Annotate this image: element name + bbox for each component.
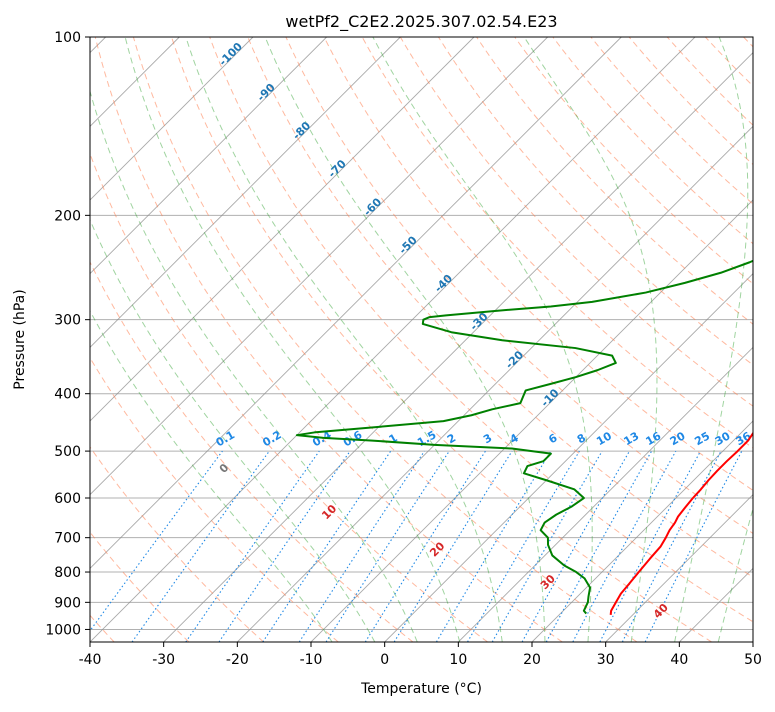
mixing-ratio-line-0 <box>90 450 223 632</box>
temperature-profile <box>609 431 753 615</box>
isotherms <box>90 37 753 642</box>
y-tick-label: 100 <box>54 30 81 46</box>
dry-adiabats <box>90 37 753 642</box>
x-tick-label: 30 <box>597 652 615 668</box>
mixing-ratio-lines <box>90 450 743 642</box>
mixing-ratio-line-8 <box>393 450 513 642</box>
dry-adiabat-60 <box>247 37 753 578</box>
y-tick-label: 200 <box>54 208 81 224</box>
x-tick-label: 50 <box>744 652 762 668</box>
dry-adiabat-50 <box>209 37 753 623</box>
y-tick-label: 400 <box>54 387 81 403</box>
mixing-ratio-line-5 <box>298 450 425 642</box>
moist-adiabat-2 <box>90 89 418 642</box>
x-tick-label: 20 <box>523 652 541 668</box>
isotherm--90 <box>90 37 327 275</box>
moist-adiabats <box>90 37 753 642</box>
profile-series <box>295 259 753 615</box>
chart-title: wetPf2_C2E2.2025.307.02.54.E23 <box>285 12 557 32</box>
pressure-gridlines <box>90 37 753 630</box>
mixing-ratio-line-12 <box>521 450 630 642</box>
isotherm--50 <box>90 37 622 569</box>
isotherm--20 <box>237 125 753 642</box>
isotherm--60 <box>90 37 548 496</box>
x-tick-label: 0 <box>380 652 389 668</box>
isotherm--30 <box>163 52 753 642</box>
x-tick-label: 10 <box>449 652 467 668</box>
y-tick-label: 600 <box>54 491 81 507</box>
dry-adiabat-80 <box>323 37 753 491</box>
y-tick-label: 500 <box>54 444 81 460</box>
plot-frame <box>89 36 754 643</box>
moist-adiabat-32 <box>523 37 658 642</box>
mixing-ratio-line-13 <box>545 450 653 642</box>
isotherm--80 <box>90 37 401 348</box>
x-tick-label: -40 <box>79 652 102 668</box>
y-axis-label: Pressure (hPa) <box>12 289 28 389</box>
dry-adiabat-20 <box>94 37 563 642</box>
dry-adiabat-40 <box>171 37 713 642</box>
x-axis-ticks: -40 -30 -20 -10 0 10 20 30 40 50 <box>79 642 762 668</box>
moist-adiabat--4 <box>90 218 376 642</box>
mixing-ratio-line-4 <box>262 450 392 642</box>
moist-adiabat--10 <box>90 309 333 642</box>
y-tick-label: 900 <box>54 595 81 611</box>
y-tick-label: 800 <box>54 565 81 581</box>
dry-adiabat-0 <box>90 260 414 642</box>
x-tick-label: 40 <box>670 652 688 668</box>
y-axis-ticks: 1000 900 800 700 600 500 400 300 200 100 <box>45 30 90 638</box>
mixing-ratio-line-1 <box>131 450 270 642</box>
y-tick-label: 300 <box>54 313 81 329</box>
moist-adiabat-14 <box>185 37 503 642</box>
mixing-ratio-line-2 <box>185 450 320 642</box>
dry-adiabat-70 <box>285 37 753 535</box>
isotherm--100 <box>90 37 254 201</box>
dry-adiabat-120 <box>476 37 753 325</box>
y-tick-label: 1000 <box>45 622 81 638</box>
dewpoint-profile <box>295 259 753 615</box>
mixing-ratio-line-17 <box>644 450 743 642</box>
dry-adiabat--10 <box>90 356 339 642</box>
mixing-ratio-label: 36 <box>733 429 753 448</box>
moist-adiabat-44 <box>717 506 753 642</box>
dry-adiabat-30 <box>132 37 638 642</box>
isotherm-10 <box>458 346 753 642</box>
moist-adiabat-26 <box>372 37 593 642</box>
moist-adiabat-38 <box>674 37 749 642</box>
x-tick-label: -20 <box>226 652 249 668</box>
isotherm--70 <box>90 37 475 422</box>
mixing-ratio-line-3 <box>218 450 351 642</box>
y-tick-label: 700 <box>54 531 81 547</box>
isotherm-30 <box>605 494 753 642</box>
mixing-ratio-line-14 <box>572 450 677 642</box>
x-tick-label: -10 <box>300 652 323 668</box>
moist-adiabat-20 <box>264 37 546 642</box>
dry-adiabat-130 <box>514 37 753 285</box>
isotherm-0 <box>384 273 753 642</box>
isotherm-20 <box>531 420 753 642</box>
x-axis-label: Temperature (°C) <box>360 681 482 697</box>
isotherm--40 <box>90 37 696 642</box>
dry-adiabat--20 <box>90 446 264 642</box>
moist-adiabat-8 <box>124 37 461 642</box>
x-tick-label: -30 <box>152 652 175 668</box>
mixing-ratio-line-6 <box>325 450 450 642</box>
